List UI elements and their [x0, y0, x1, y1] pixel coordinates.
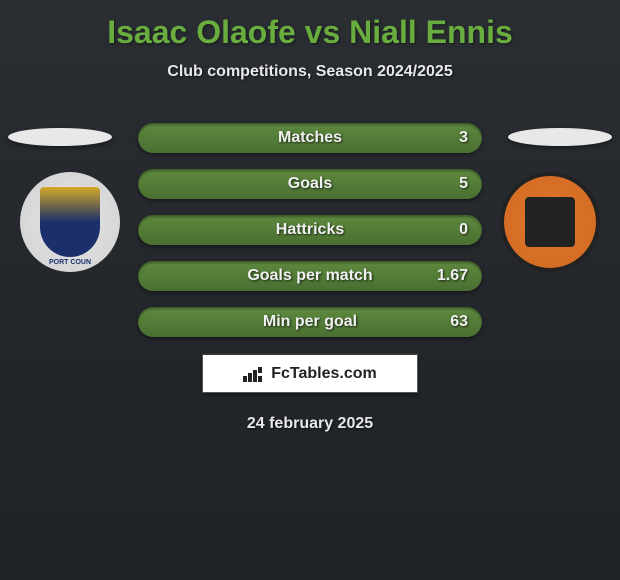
stat-label: Goals per match — [247, 267, 372, 285]
stats-container: Matches 3 Goals 5 Hattricks 0 Goals per … — [138, 123, 482, 337]
stat-label: Matches — [278, 129, 342, 147]
stat-value: 3 — [459, 129, 468, 147]
badge-left-oval — [8, 128, 112, 146]
brand-text: FcTables.com — [271, 365, 377, 383]
stat-row-hattricks: Hattricks 0 — [138, 215, 482, 245]
stat-label: Min per goal — [263, 313, 357, 331]
club-crest-left: PORT COUN — [20, 172, 120, 272]
stat-value: 0 — [459, 221, 468, 239]
subtitle: Club competitions, Season 2024/2025 — [0, 63, 620, 81]
stat-label: Hattricks — [276, 221, 344, 239]
stat-row-goals: Goals 5 — [138, 169, 482, 199]
stat-row-matches: Matches 3 — [138, 123, 482, 153]
bar-chart-icon — [243, 366, 265, 382]
club-crest-right — [500, 172, 600, 272]
stat-row-mpg: Min per goal 63 — [138, 307, 482, 337]
stat-label: Goals — [288, 175, 332, 193]
stat-row-gpm: Goals per match 1.67 — [138, 261, 482, 291]
brand-badge[interactable]: FcTables.com — [202, 353, 418, 393]
stat-value: 63 — [450, 313, 468, 331]
stat-value: 1.67 — [437, 267, 468, 285]
page-title: Isaac Olaofe vs Niall Ennis — [0, 0, 620, 51]
stat-value: 5 — [459, 175, 468, 193]
badge-right-oval — [508, 128, 612, 146]
footer-date: 24 february 2025 — [0, 415, 620, 433]
